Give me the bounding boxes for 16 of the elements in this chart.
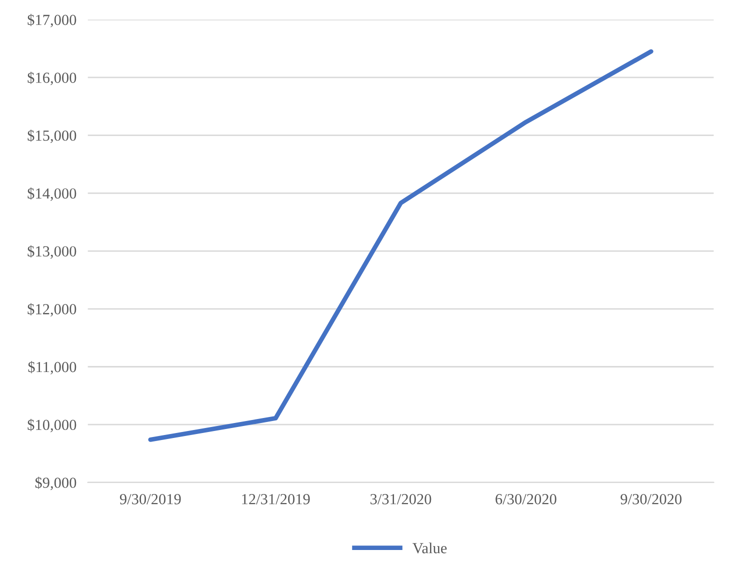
y-tick-label: $11,000 (28, 360, 76, 374)
y-tick-label: $13,000 (28, 245, 76, 259)
y-tick-label: $9,000 (35, 476, 76, 490)
x-tick-label: 9/30/2020 (620, 494, 682, 504)
y-tick-label: $17,000 (28, 14, 76, 28)
x-tick-label: 6/30/2020 (496, 494, 556, 504)
x-tick-label: 12/31/2019 (242, 494, 310, 504)
x-tick-label: 3/31/2020 (370, 494, 432, 504)
y-tick-label: $16,000 (28, 72, 76, 86)
y-tick-label: $15,000 (28, 130, 76, 143)
y-tick-label: $10,000 (28, 418, 76, 432)
legend-label: Value (412, 542, 447, 554)
line-series (148, 49, 654, 442)
x-tick-label: 9/30/2019 (120, 494, 181, 504)
y-tick-label: $12,000 (28, 303, 76, 317)
y-tick-label: $14,000 (28, 187, 76, 201)
